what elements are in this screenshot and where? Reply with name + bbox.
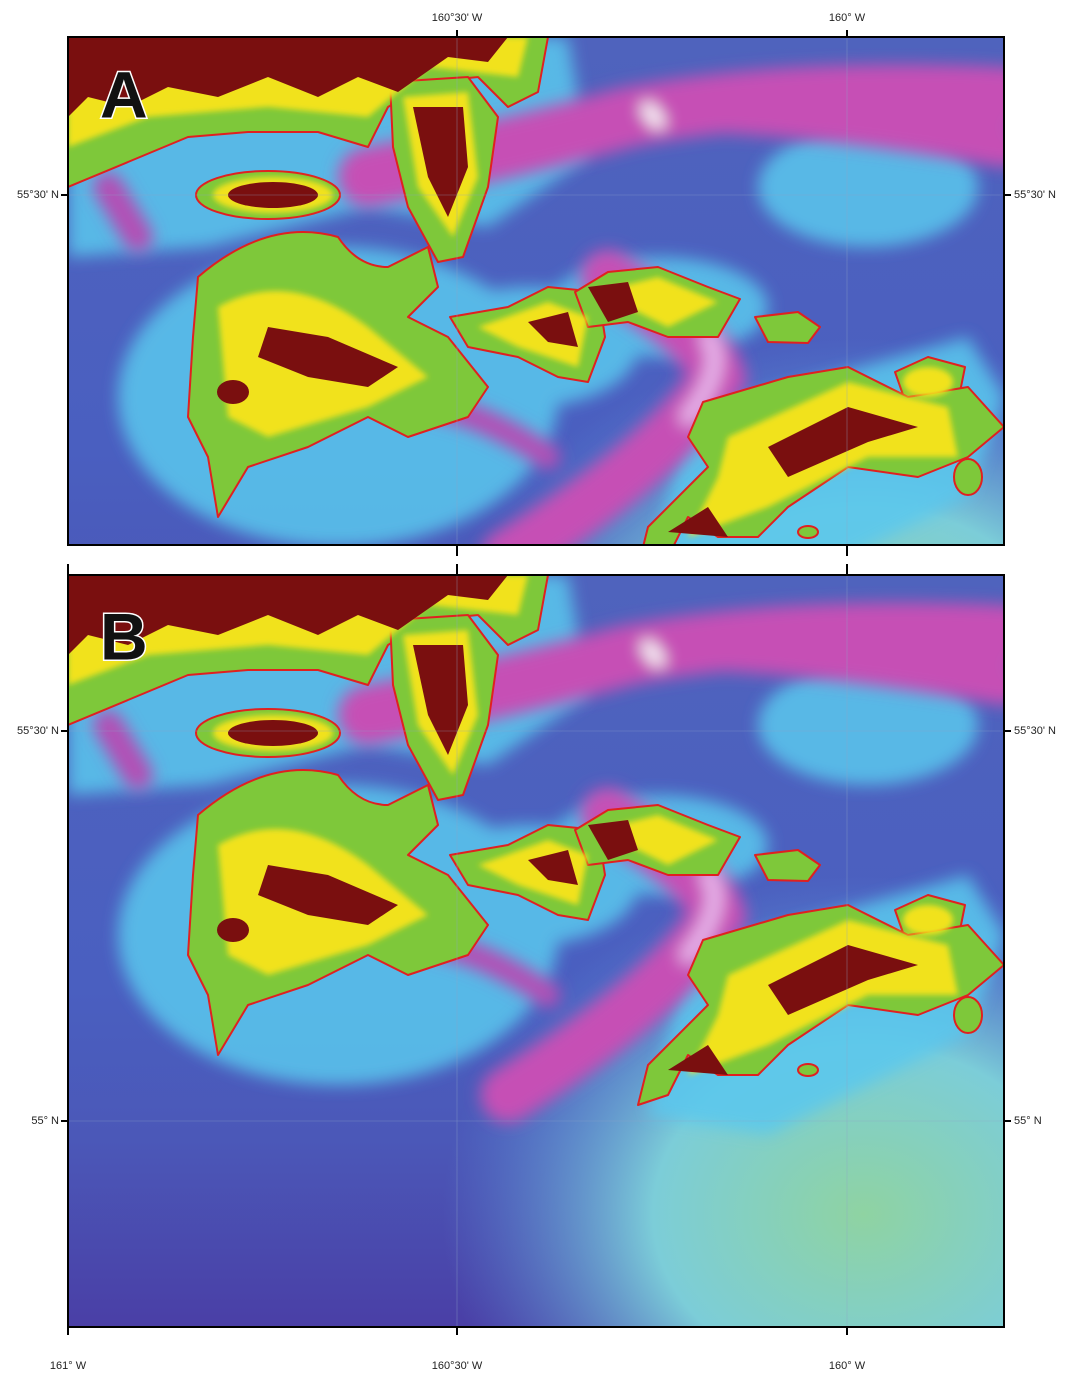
lon-label: 160°30' W [432,1360,483,1372]
lon-label: 160°30' W [432,12,483,24]
panel-label: B [100,599,148,673]
lon-label: 161° W [50,1360,87,1372]
lat-label: 55°30' N [1014,189,1056,201]
panel-b: B 55°30' N 55°30' N 55° N 55° N 161° W 1… [17,564,1056,1372]
panel-label: A [100,57,148,131]
lat-label: 55° N [1014,1115,1042,1127]
map-figure: A 160°30' W 160° W 55°30' N 55°30' N B 5… [0,0,1065,1381]
lat-label: 55° N [31,1115,59,1127]
lon-label: 160° W [829,12,866,24]
page: {"panels": [ {"label": "A", "lon_labels"… [0,0,1065,1381]
lat-label: 55°30' N [17,725,59,737]
lat-label: 55°30' N [1014,725,1056,737]
lat-label: 55°30' N [17,189,59,201]
map-image [68,575,1004,1327]
lon-label: 160° W [829,1360,866,1372]
